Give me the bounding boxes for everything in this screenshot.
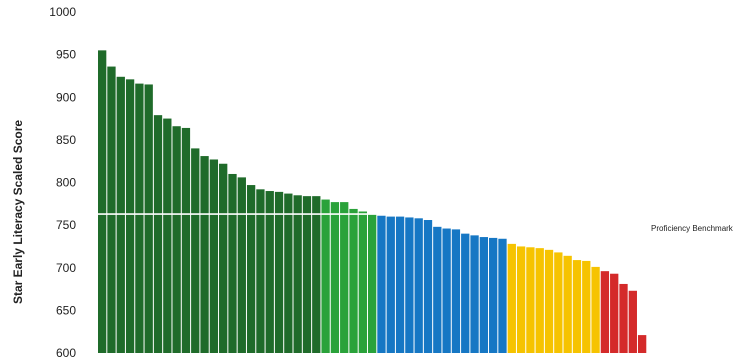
bar (349, 208, 358, 353)
bar (246, 185, 256, 353)
bar (265, 191, 274, 353)
bar (591, 266, 600, 353)
bar (98, 50, 107, 354)
y-tick-label: 850 (56, 133, 76, 147)
bar (628, 290, 637, 353)
bar (619, 283, 628, 353)
bar (489, 237, 498, 353)
bar (544, 249, 554, 353)
bar (107, 66, 116, 353)
y-tick-label: 800 (56, 176, 76, 190)
bar (572, 260, 582, 353)
bar (200, 156, 209, 353)
y-tick-label: 650 (56, 303, 76, 317)
bar (582, 260, 591, 353)
bar (191, 148, 200, 353)
benchmark-label: Proficiency Benchmark (651, 224, 734, 233)
bar (470, 235, 479, 353)
bar (256, 189, 265, 353)
bar (284, 193, 293, 353)
bar (423, 220, 433, 353)
bar (209, 159, 219, 353)
bar (461, 233, 470, 353)
bar (610, 273, 619, 353)
bar (330, 202, 340, 353)
bar (479, 237, 489, 353)
bar (554, 252, 563, 353)
bar (163, 118, 172, 353)
y-tick-label: 600 (56, 346, 76, 360)
y-axis-ticks: 1000 950 900 850 800 750 700 650 600 (49, 5, 76, 360)
bar (181, 127, 191, 353)
bar (153, 115, 163, 354)
bar (395, 216, 405, 353)
y-tick-label: 950 (56, 48, 76, 62)
bar (312, 196, 321, 353)
bar (274, 191, 284, 353)
bar (563, 255, 572, 353)
bar (377, 215, 386, 353)
bar (321, 199, 330, 353)
y-tick-label: 700 (56, 261, 76, 275)
bar (125, 79, 135, 353)
y-axis-label: Star Early Literacy Scaled Score (11, 120, 25, 304)
y-tick-label: 750 (56, 218, 76, 232)
bar (516, 246, 526, 353)
y-tick-label: 1000 (49, 5, 76, 19)
bar (442, 228, 451, 353)
bar (433, 226, 442, 353)
bar (340, 202, 349, 353)
bar (302, 196, 312, 353)
bar (116, 76, 125, 353)
y-tick-label: 900 (56, 90, 76, 104)
bar (144, 84, 153, 354)
bar (386, 216, 395, 353)
bar (451, 229, 461, 353)
bar (228, 173, 237, 353)
bar (535, 248, 544, 353)
bar (414, 218, 423, 353)
bar (637, 335, 647, 353)
bar (498, 238, 507, 353)
bar (293, 195, 302, 353)
bar (600, 271, 610, 353)
bar (405, 217, 414, 353)
bar (526, 247, 535, 353)
bars (98, 50, 647, 354)
bar (219, 163, 228, 353)
bar (172, 126, 181, 353)
bar (358, 211, 367, 353)
bar (237, 177, 246, 353)
bar (135, 83, 144, 354)
bar (507, 243, 516, 353)
bar (367, 214, 377, 353)
